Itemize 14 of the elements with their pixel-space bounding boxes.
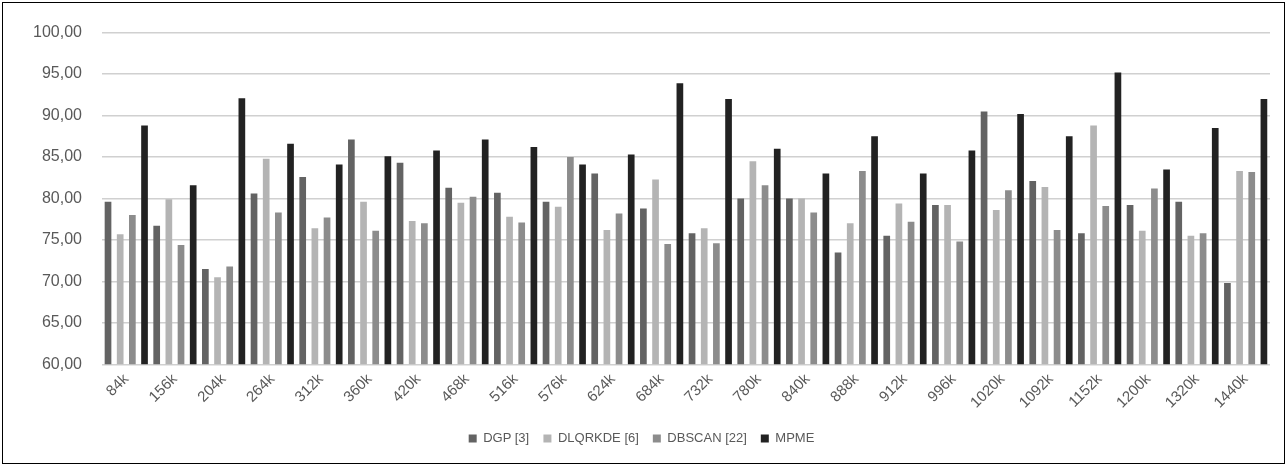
legend-label: DBSCAN [22] (667, 430, 747, 446)
x-tick-label: 84k (102, 369, 132, 399)
y-tick-label: 95,00 (41, 64, 83, 82)
y-tick-label: 65,00 (41, 313, 83, 331)
y-tick-label: 90,00 (41, 105, 83, 123)
y-tick-label: 100,00 (33, 23, 83, 41)
legend-label: MPME (775, 430, 815, 446)
y-tick-label: 60,00 (41, 354, 83, 372)
y-tick-label: 70,00 (41, 271, 83, 289)
y-tick-label: 75,00 (41, 230, 83, 248)
y-tick-label: 85,00 (41, 147, 83, 165)
y-tick-label: 80,00 (41, 188, 83, 206)
legend-label: DLQRKDE [6] (557, 430, 639, 446)
legend-label: DGP [3] (483, 430, 530, 446)
